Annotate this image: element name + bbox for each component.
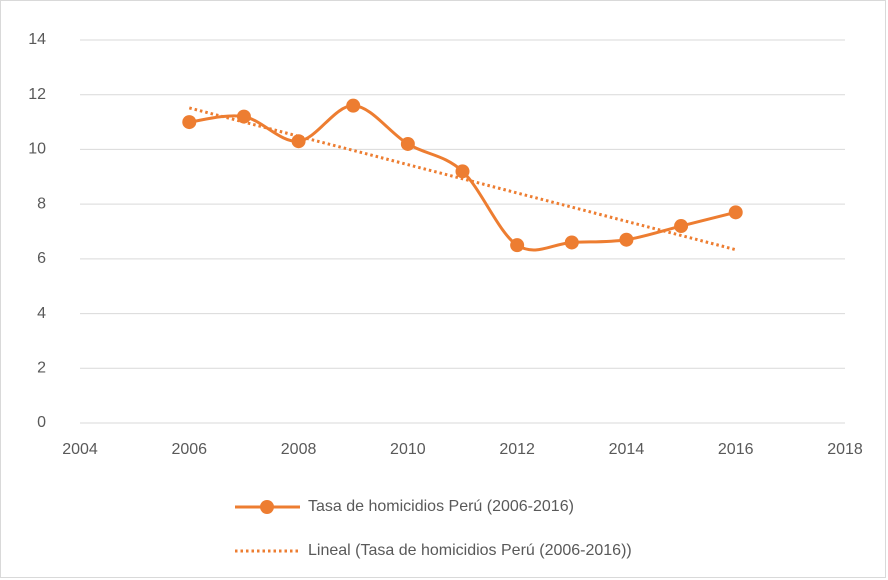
y-tick-label: 4 (37, 305, 46, 322)
x-tick-label: 2004 (62, 441, 98, 458)
legend-label: Lineal (Tasa de homicidios Perú (2006-20… (308, 542, 632, 559)
data-point (291, 134, 306, 149)
y-tick-label: 10 (28, 141, 46, 158)
y-tick-label: 6 (37, 250, 46, 267)
x-tick-label: 2016 (718, 441, 754, 458)
data-point (728, 205, 743, 220)
data-point (236, 109, 251, 124)
legend-label: Tasa de homicidios Perú (2006-2016) (308, 498, 574, 515)
y-tick-label: 14 (28, 31, 46, 48)
data-point (455, 164, 470, 179)
x-tick-label: 2012 (499, 441, 535, 458)
data-point (564, 235, 579, 250)
data-point (619, 232, 634, 247)
data-point (510, 238, 525, 253)
x-tick-label: 2006 (171, 441, 207, 458)
x-tick-label: 2018 (827, 441, 863, 458)
y-tick-label: 12 (28, 86, 46, 103)
x-tick-label: 2010 (390, 441, 426, 458)
y-tick-label: 2 (37, 360, 46, 377)
trendline (188, 106, 737, 252)
x-tick-label: 2008 (281, 441, 317, 458)
y-tick-label: 0 (37, 414, 46, 431)
data-point (182, 115, 197, 130)
data-point (346, 98, 361, 113)
x-tick-label: 2014 (609, 441, 645, 458)
legend-marker (260, 500, 274, 514)
y-tick-label: 8 (37, 195, 46, 212)
data-point (400, 136, 415, 151)
data-point (674, 219, 689, 234)
